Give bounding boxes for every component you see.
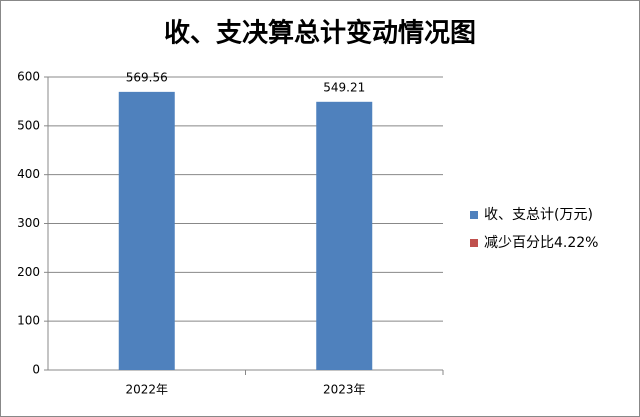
bar bbox=[118, 91, 175, 370]
x-tick-label: 2023年 bbox=[323, 383, 366, 397]
y-tick-label: 300 bbox=[17, 216, 40, 230]
value-label: 549.21 bbox=[323, 80, 365, 94]
y-tick-label: 100 bbox=[17, 314, 40, 328]
legend-swatch bbox=[470, 239, 478, 247]
y-tick-label: 0 bbox=[32, 363, 40, 377]
y-tick-label: 200 bbox=[17, 265, 40, 279]
y-tick-label: 500 bbox=[17, 118, 40, 132]
bar bbox=[316, 101, 373, 370]
legend-label: 减少百分比4.22% bbox=[484, 235, 598, 251]
y-tick-label: 400 bbox=[17, 167, 40, 181]
value-label: 569.56 bbox=[126, 70, 168, 84]
legend-swatch bbox=[470, 211, 478, 219]
x-tick-label: 2022年 bbox=[125, 383, 168, 397]
legend-label: 收、支总计(万元) bbox=[484, 207, 593, 223]
y-tick-label: 600 bbox=[17, 70, 40, 84]
chart-title: 收、支决算总计变动情况图 bbox=[164, 18, 476, 49]
